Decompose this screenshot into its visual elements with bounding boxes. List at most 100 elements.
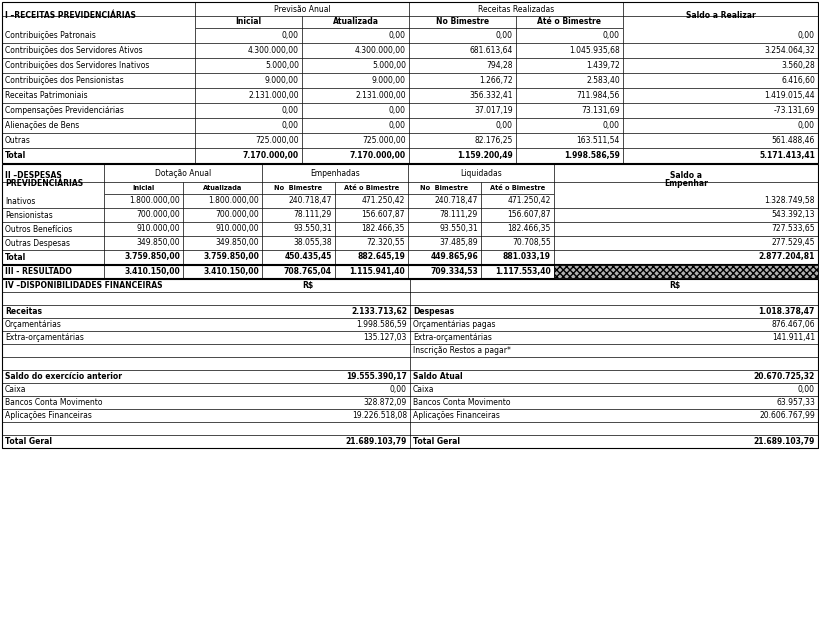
Text: 910.000,00: 910.000,00 [136,225,180,233]
Text: Contribuições dos Servidores Inativos: Contribuições dos Servidores Inativos [5,61,149,70]
Text: 277.529,45: 277.529,45 [771,238,814,247]
Text: 19.226.518,08: 19.226.518,08 [351,411,406,420]
Text: 0,00: 0,00 [495,31,513,40]
Text: 182.466,35: 182.466,35 [361,225,405,233]
Text: 21.689.103,79: 21.689.103,79 [345,437,406,446]
Text: Receitas Patrimoniais: Receitas Patrimoniais [5,91,88,100]
Text: 471.250,42: 471.250,42 [361,196,405,206]
Text: 1.419.015,44: 1.419.015,44 [763,91,814,100]
Text: 3.410.150,00: 3.410.150,00 [203,267,259,276]
Text: 163.511,54: 163.511,54 [576,136,619,145]
Text: 0,00: 0,00 [797,385,814,394]
Text: 450.435,45: 450.435,45 [284,252,332,262]
Text: 349.850,00: 349.850,00 [136,238,180,247]
Text: 5.171.413,41: 5.171.413,41 [758,151,814,160]
Text: IV –DISPONIBILIDADES FINANCEIRAS: IV –DISPONIBILIDADES FINANCEIRAS [5,281,162,290]
Text: Saldo do exercício anterior: Saldo do exercício anterior [5,372,122,381]
Text: Extra-orçamentárias: Extra-orçamentárias [413,333,491,342]
Text: Até o Bimestre: Até o Bimestre [489,185,545,191]
Text: Saldo Atual: Saldo Atual [413,372,462,381]
Text: 910.000,00: 910.000,00 [215,225,259,233]
Text: 0,00: 0,00 [388,106,405,115]
Text: 1.266,72: 1.266,72 [479,76,513,85]
Text: 1.800.000,00: 1.800.000,00 [129,196,180,206]
Text: No  Bimestre: No Bimestre [420,185,468,191]
Text: 135.127,03: 135.127,03 [363,333,406,342]
Text: Empenhar: Empenhar [663,179,707,187]
Text: 240.718,47: 240.718,47 [288,196,332,206]
Bar [2,265,817,278]
Text: 1.115.941,40: 1.115.941,40 [349,267,405,276]
Text: 182.466,35: 182.466,35 [507,225,550,233]
Text: 0,00: 0,00 [388,121,405,130]
Text: Outras Despesas: Outras Despesas [5,238,70,247]
Text: 3.759.850,00: 3.759.850,00 [203,252,259,262]
Text: Até o Bimestre: Até o Bimestre [536,18,601,26]
Text: II –DESPESAS: II –DESPESAS [5,172,61,181]
Text: 3.254.064,32: 3.254.064,32 [763,46,814,55]
Text: 156.607,87: 156.607,87 [361,211,405,220]
Text: Alienações de Bens: Alienações de Bens [5,121,79,130]
Text: 0,00: 0,00 [282,31,299,40]
Text: Bancos Conta Movimento: Bancos Conta Movimento [413,398,510,407]
Text: Até o Bimestre: Até o Bimestre [343,185,399,191]
Text: 700.000,00: 700.000,00 [215,211,259,220]
Text: 7.170.000,00: 7.170.000,00 [242,151,299,160]
Text: 449.865,96: 449.865,96 [430,252,477,262]
Text: 9.000,00: 9.000,00 [265,76,299,85]
Text: Atualizada: Atualizada [332,18,378,26]
Text: 63.957,33: 63.957,33 [775,398,814,407]
Text: 1.800.000,00: 1.800.000,00 [208,196,259,206]
Text: 2.133.713,62: 2.133.713,62 [351,307,406,316]
Text: 5.000,00: 5.000,00 [372,61,405,70]
Text: 0,00: 0,00 [282,121,299,130]
Text: Caixa: Caixa [413,385,434,394]
Text: 1.998.586,59: 1.998.586,59 [356,320,406,329]
Text: Pensionistas: Pensionistas [5,211,52,220]
Text: Aplicações Financeiras: Aplicações Financeiras [5,411,92,420]
Text: 2.877.204,81: 2.877.204,81 [758,252,814,262]
Text: No  Bimestre: No Bimestre [274,185,322,191]
Text: 349.850,00: 349.850,00 [215,238,259,247]
Text: Compensações Previdenciárias: Compensações Previdenciárias [5,106,124,115]
Text: 0,00: 0,00 [495,121,513,130]
Text: Orçamentárias: Orçamentárias [5,320,61,329]
Text: 2.583,40: 2.583,40 [586,76,619,85]
Text: 4.300.000,00: 4.300.000,00 [355,46,405,55]
Text: Atualizada: Atualizada [202,185,242,191]
Text: -73.131,69: -73.131,69 [772,106,814,115]
Text: I –RECEITAS PREVIDENCIÁRIAS: I –RECEITAS PREVIDENCIÁRIAS [5,11,136,19]
Text: 0,00: 0,00 [602,31,619,40]
Text: Extra-orçamentárias: Extra-orçamentárias [5,333,84,342]
Text: 1.439,72: 1.439,72 [586,61,619,70]
Text: 156.607,87: 156.607,87 [507,211,550,220]
Text: 561.488,46: 561.488,46 [771,136,814,145]
Text: 3.410.150,00: 3.410.150,00 [124,267,180,276]
Text: 1.328.749,58: 1.328.749,58 [763,196,814,206]
Text: Dotação Anual: Dotação Anual [155,169,210,177]
Text: 1.117.553,40: 1.117.553,40 [495,267,550,276]
Text: 1.998.586,59: 1.998.586,59 [563,151,619,160]
Text: R$: R$ [669,281,680,290]
Bar [2,164,817,264]
Text: PREVIDENCIÁRIAS: PREVIDENCIÁRIAS [5,179,83,187]
Text: 328.872,09: 328.872,09 [364,398,406,407]
Text: Contribuições Patronais: Contribuições Patronais [5,31,96,40]
Bar [554,265,817,278]
Text: Total: Total [5,151,26,160]
Text: 1.018.378,47: 1.018.378,47 [758,307,814,316]
Text: Saldo a: Saldo a [669,172,701,181]
Text: 881.033,19: 881.033,19 [502,252,550,262]
Text: Saldo a Realizar: Saldo a Realizar [685,11,754,19]
Text: 20.670.725,32: 20.670.725,32 [753,372,814,381]
Text: Total Geral: Total Geral [5,437,52,446]
Text: 709.334,53: 709.334,53 [430,267,477,276]
Text: Outros Benefícios: Outros Benefícios [5,225,72,233]
Text: 727.533,65: 727.533,65 [771,225,814,233]
Text: 73.131,69: 73.131,69 [581,106,619,115]
Text: 0,00: 0,00 [388,31,405,40]
Text: Liquidadas: Liquidadas [459,169,501,177]
Text: 19.555.390,17: 19.555.390,17 [346,372,406,381]
Text: 708.765,04: 708.765,04 [283,267,332,276]
Text: 0,00: 0,00 [602,121,619,130]
